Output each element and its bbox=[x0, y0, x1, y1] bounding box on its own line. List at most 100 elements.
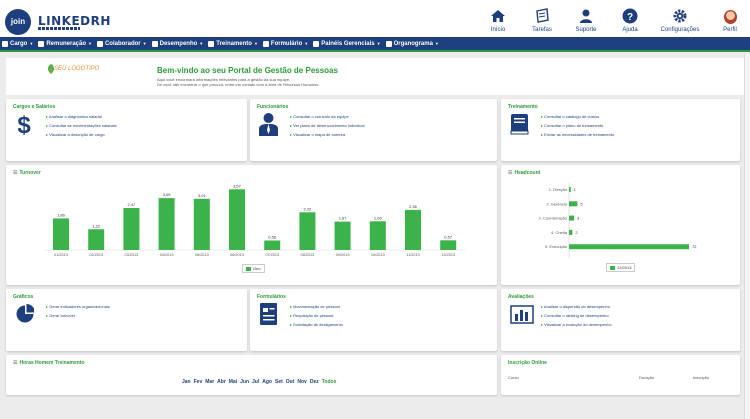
menu-label: Desempenho bbox=[159, 40, 198, 47]
nav-ajuda[interactable]: ? Ajuda bbox=[610, 8, 650, 33]
headcount-legend[interactable]: 12/2013 bbox=[606, 263, 636, 272]
card-graficos: Gráficos Gerar indicadores organizaciona… bbox=[6, 289, 247, 351]
link-movimentacoes-salariais[interactable]: Consultar as movimentações salariais bbox=[46, 121, 116, 130]
company-logo[interactable]: join bbox=[5, 9, 31, 35]
card-title: ☰ Headcount bbox=[508, 170, 540, 176]
link-catalogo-cursos[interactable]: Consultar o catálogo de cursos bbox=[541, 112, 614, 121]
menu-colaborador[interactable]: Colaborador ▼ bbox=[96, 40, 147, 47]
link-ranking-desempenho[interactable]: Consultar o ranking de desempenho bbox=[541, 311, 612, 320]
nav-inicio[interactable]: Início bbox=[478, 8, 518, 33]
help-icon: ? bbox=[622, 8, 638, 24]
link-plano-desenvolvimento[interactable]: Ver plano de desenvolvimento individual bbox=[290, 121, 364, 130]
menu-desempenho[interactable]: Desempenho ▼ bbox=[151, 40, 204, 47]
card-avaliacoes: Avaliações Analisar o dispersão do desem… bbox=[501, 289, 740, 351]
bar-value-label: 1,22 bbox=[92, 223, 101, 228]
y-tick-label: 2. Gerência bbox=[546, 201, 567, 206]
list-icon: ☰ bbox=[508, 170, 513, 176]
x-tick-label: 08/2013 bbox=[301, 253, 315, 257]
headcount-bar bbox=[569, 229, 573, 235]
menu-organograma[interactable]: Organograma ▼ bbox=[385, 40, 439, 47]
employee-icon bbox=[259, 113, 278, 136]
menu-formulario[interactable]: Formulário ▼ bbox=[262, 40, 309, 47]
nav-label: Início bbox=[490, 27, 506, 33]
svg-text:?: ? bbox=[627, 12, 633, 23]
nav-tarefas[interactable]: Tarefas bbox=[522, 8, 562, 33]
turnover-bar bbox=[369, 221, 386, 250]
nav-perfil[interactable]: Perfil bbox=[710, 8, 750, 33]
bar-value-label: 5 bbox=[580, 201, 583, 206]
scrollbar[interactable] bbox=[744, 54, 750, 419]
menu-cargo[interactable]: Cargo ▼ bbox=[2, 40, 33, 47]
turnover-legend[interactable]: Geo bbox=[242, 264, 265, 273]
link-necessidades-treinamento[interactable]: Enviar as necessidades de treinamento bbox=[541, 130, 614, 139]
month-set[interactable]: Set bbox=[274, 379, 283, 385]
month-jul[interactable]: Jul bbox=[252, 379, 260, 385]
bar-value-label: 2,36 bbox=[409, 204, 418, 209]
bar-value-label: 2,22 bbox=[304, 206, 313, 211]
link-requisicao-pessoal[interactable]: Requisição de pessoal bbox=[290, 311, 343, 320]
month-ago[interactable]: Ago bbox=[262, 379, 272, 385]
month-mar[interactable]: Mar bbox=[205, 379, 215, 385]
link-evolucao-desempenho[interactable]: Visualizar a evolução do desempenho bbox=[541, 320, 612, 329]
nav-label: Suporte bbox=[575, 27, 597, 33]
month-todos[interactable]: Todos bbox=[321, 379, 337, 385]
link-descricao-cargo[interactable]: Visualizar a descrição de cargo bbox=[46, 130, 117, 139]
x-tick-label: 02/2013 bbox=[89, 253, 103, 257]
link-plano-treinamento[interactable]: Consultar o plano de treinamento bbox=[541, 121, 614, 130]
menu-remuneracao[interactable]: Remuneração ▼ bbox=[38, 40, 92, 47]
app-name: LINKEDRH bbox=[38, 14, 111, 28]
turnover-chart: 1,86 01/2013 1,22 02/2013 2,47 03/2013 3,05 04/… bbox=[45, 183, 466, 257]
welcome-text: Aqui você encontrará informações relevan… bbox=[157, 77, 319, 87]
menu-label: Organograma bbox=[393, 40, 433, 47]
menu-label: Formulário bbox=[270, 40, 303, 47]
turnover-bar bbox=[229, 189, 245, 250]
link-curriculo-equipe[interactable]: Consultar o currículo da equipe bbox=[290, 112, 365, 121]
menu-label: Painéis Gerenciais bbox=[321, 40, 375, 47]
month-out[interactable]: Out bbox=[285, 379, 295, 385]
card-links: Gerar indicadores organizacionais Gerar … bbox=[46, 302, 110, 320]
card-links: Movimentação de pessoal Requisição de pe… bbox=[290, 302, 343, 329]
month-fev[interactable]: Fev bbox=[193, 379, 203, 385]
nav-label: Ajuda bbox=[622, 27, 638, 33]
card-funcionarios: Funcionários Consultar o currículo da eq… bbox=[250, 99, 497, 161]
card-title: Inscrição Online bbox=[508, 360, 547, 366]
month-filter: Jan Fev Mar Abr Mai Jun Jul Ago Set Out Nov Dez Todo… bbox=[182, 379, 339, 385]
link-movimentacao-pessoal[interactable]: Movimentação de pessoal bbox=[290, 302, 343, 311]
link-dispersao-desempenho[interactable]: Analisar o dispersão do desempenho bbox=[541, 302, 612, 311]
card-title: Cargos e Salários bbox=[13, 104, 56, 110]
card-horas-homem-treinamento: ☰ Horas Homem Treinamento bbox=[6, 355, 497, 395]
month-mai[interactable]: Mai bbox=[228, 379, 238, 385]
user-icon bbox=[96, 40, 103, 47]
legend-swatch bbox=[610, 265, 615, 270]
month-jun[interactable]: Jun bbox=[240, 379, 250, 385]
column-header-inscricao: Inscrição bbox=[693, 375, 710, 380]
top-nav: Início Tarefas Suporte ? Ajuda Configura… bbox=[474, 8, 750, 33]
month-nov[interactable]: Nov bbox=[297, 379, 307, 385]
headcount-bar bbox=[569, 215, 574, 221]
card-title: Avaliações bbox=[508, 294, 534, 300]
nav-suporte[interactable]: Suporte bbox=[566, 8, 606, 33]
link-mapa-carreira[interactable]: Visualizar o mapa de carreira bbox=[290, 130, 365, 139]
link-gerar-turnover[interactable]: Gerar turnover bbox=[46, 311, 110, 320]
legend-label: 12/2013 bbox=[617, 265, 632, 270]
list-icon: ☰ bbox=[13, 170, 18, 176]
month-dez[interactable]: Dez bbox=[309, 379, 319, 385]
nav-label: Tarefas bbox=[532, 27, 552, 33]
turnover-bar bbox=[158, 198, 175, 250]
menu-treinamento[interactable]: Treinamento ▼ bbox=[208, 40, 258, 47]
x-tick-label: 01/2013 bbox=[54, 253, 68, 257]
link-diagnostico-salarial[interactable]: Analisar o diagnóstico salarial bbox=[46, 112, 117, 121]
month-abr[interactable]: Abr bbox=[217, 379, 226, 385]
gear-icon bbox=[673, 9, 687, 23]
x-tick-label: 07/2013 bbox=[265, 253, 279, 257]
chevron-down-icon: ▼ bbox=[199, 41, 204, 46]
bar-value-label: 72 bbox=[692, 244, 697, 249]
logo-underline bbox=[38, 27, 80, 30]
nav-configuracoes[interactable]: Configurações bbox=[654, 8, 706, 33]
link-indicadores-organizacionais[interactable]: Gerar indicadores organizacionais bbox=[46, 302, 110, 311]
welcome-line: Aqui você encontrará informações relevan… bbox=[157, 77, 291, 82]
chevron-down-icon: ▼ bbox=[304, 41, 309, 46]
link-solicitacao-desligamento[interactable]: Solicitação de desligamento bbox=[290, 320, 343, 329]
month-jan[interactable]: Jan bbox=[182, 379, 191, 385]
menu-paineis-gerenciais[interactable]: Painéis Gerenciais ▼ bbox=[313, 40, 381, 47]
